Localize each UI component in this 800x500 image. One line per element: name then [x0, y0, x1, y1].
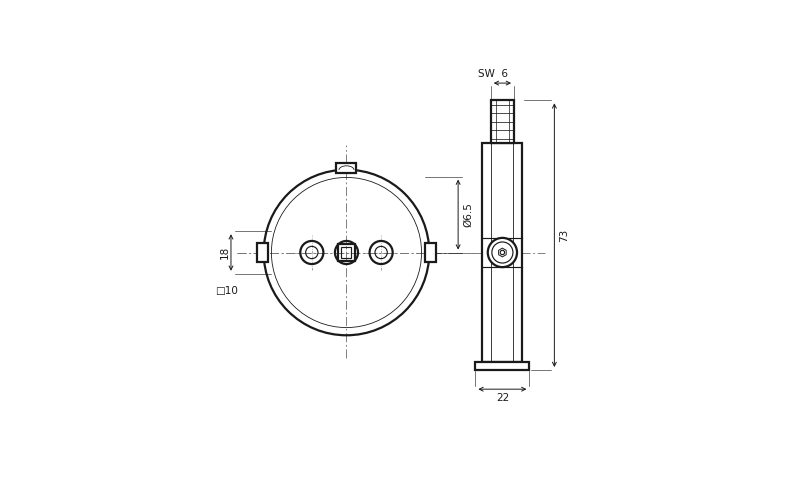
Bar: [338, 244, 354, 260]
Bar: [342, 248, 351, 258]
Bar: [482, 143, 522, 362]
Text: 73: 73: [559, 228, 569, 242]
Bar: [475, 362, 530, 370]
Bar: [337, 163, 357, 173]
Bar: [257, 243, 267, 262]
Text: SW  6: SW 6: [478, 69, 508, 79]
Text: 22: 22: [496, 393, 509, 403]
Text: 18: 18: [220, 246, 230, 259]
Text: □10: □10: [215, 286, 238, 296]
Text: Ø6.5: Ø6.5: [463, 202, 473, 227]
Ellipse shape: [488, 238, 517, 267]
Bar: [491, 100, 514, 143]
Bar: [426, 243, 436, 262]
